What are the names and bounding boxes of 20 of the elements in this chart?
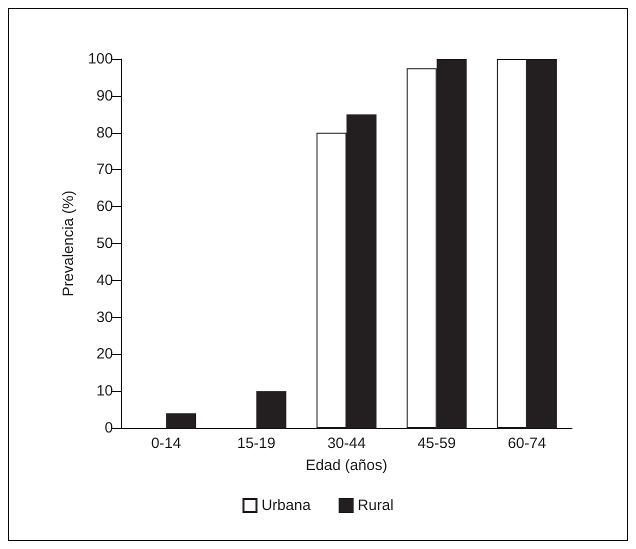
y-tick-label: 40 — [96, 272, 113, 289]
y-tick-label: 0 — [104, 420, 113, 436]
y-tick-label: 30 — [96, 308, 113, 326]
y-tick-label: 60 — [96, 198, 113, 216]
y-tick-label: 70 — [96, 161, 113, 178]
x-tick-label: 30-44 — [327, 435, 366, 452]
y-tick-label: 10 — [96, 382, 113, 400]
legend-label: Rural — [358, 497, 394, 514]
x-axis-title: Edad (años) — [306, 457, 388, 474]
y-tick-label: 80 — [96, 124, 113, 142]
x-tick-label: 15-19 — [237, 435, 276, 452]
x-tick-label: 45-59 — [418, 435, 456, 452]
y-tick-label: 50 — [96, 235, 113, 252]
x-tick-label: 0-14 — [151, 435, 182, 452]
y-tick-label: 90 — [96, 87, 113, 104]
legend-label: Urbana — [261, 497, 312, 514]
y-axis-title: Prevalencia (%) — [60, 190, 77, 296]
x-tick-label: 60-74 — [508, 435, 546, 452]
y-tick-label: 100 — [88, 50, 113, 68]
y-tick-label: 20 — [96, 346, 113, 363]
